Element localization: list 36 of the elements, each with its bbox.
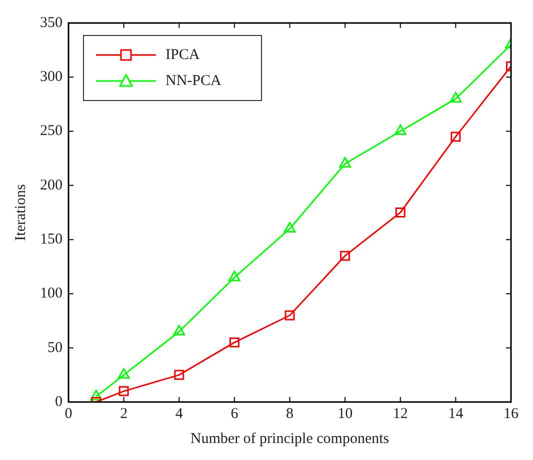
point	[339, 157, 352, 168]
x-tick-label: 2	[120, 406, 128, 422]
point	[394, 124, 406, 136]
point	[173, 324, 186, 336]
y-tick-label: 350	[40, 14, 62, 31]
point	[90, 390, 102, 400]
y-tick-label: 300	[40, 69, 62, 86]
point	[284, 310, 295, 320]
x-axis-title: Number of principle components	[190, 430, 390, 447]
y-tick-label: 0	[55, 394, 62, 410]
point	[118, 368, 130, 379]
x-tick-label: 14	[448, 406, 464, 422]
point	[284, 222, 296, 232]
point	[228, 270, 240, 282]
x-tick-label: 8	[286, 406, 294, 422]
y-tick-label: 50	[48, 340, 62, 356]
x-tick-label: 0	[64, 406, 72, 422]
y-axis-title: Iterations	[12, 184, 29, 241]
y-tick-label: 250	[40, 123, 62, 140]
point	[450, 132, 461, 142]
legend-label: NN-PCA	[166, 72, 222, 91]
x-tick-label: 16	[504, 406, 519, 422]
x-tick-label: 6	[230, 406, 239, 422]
y-tick-label: 150	[40, 232, 62, 248]
point	[340, 250, 350, 261]
point	[450, 92, 462, 103]
point	[229, 337, 240, 348]
point	[395, 208, 406, 218]
x-tick-label: 10	[338, 406, 353, 422]
point	[118, 386, 129, 396]
point	[174, 370, 184, 380]
legend-label: IPCA	[166, 46, 200, 65]
y-tick-label: 100	[40, 286, 62, 302]
x-tick-label: 4	[175, 406, 184, 422]
x-tick-label: 12	[392, 406, 408, 422]
y-tick-label: 200	[40, 177, 62, 194]
